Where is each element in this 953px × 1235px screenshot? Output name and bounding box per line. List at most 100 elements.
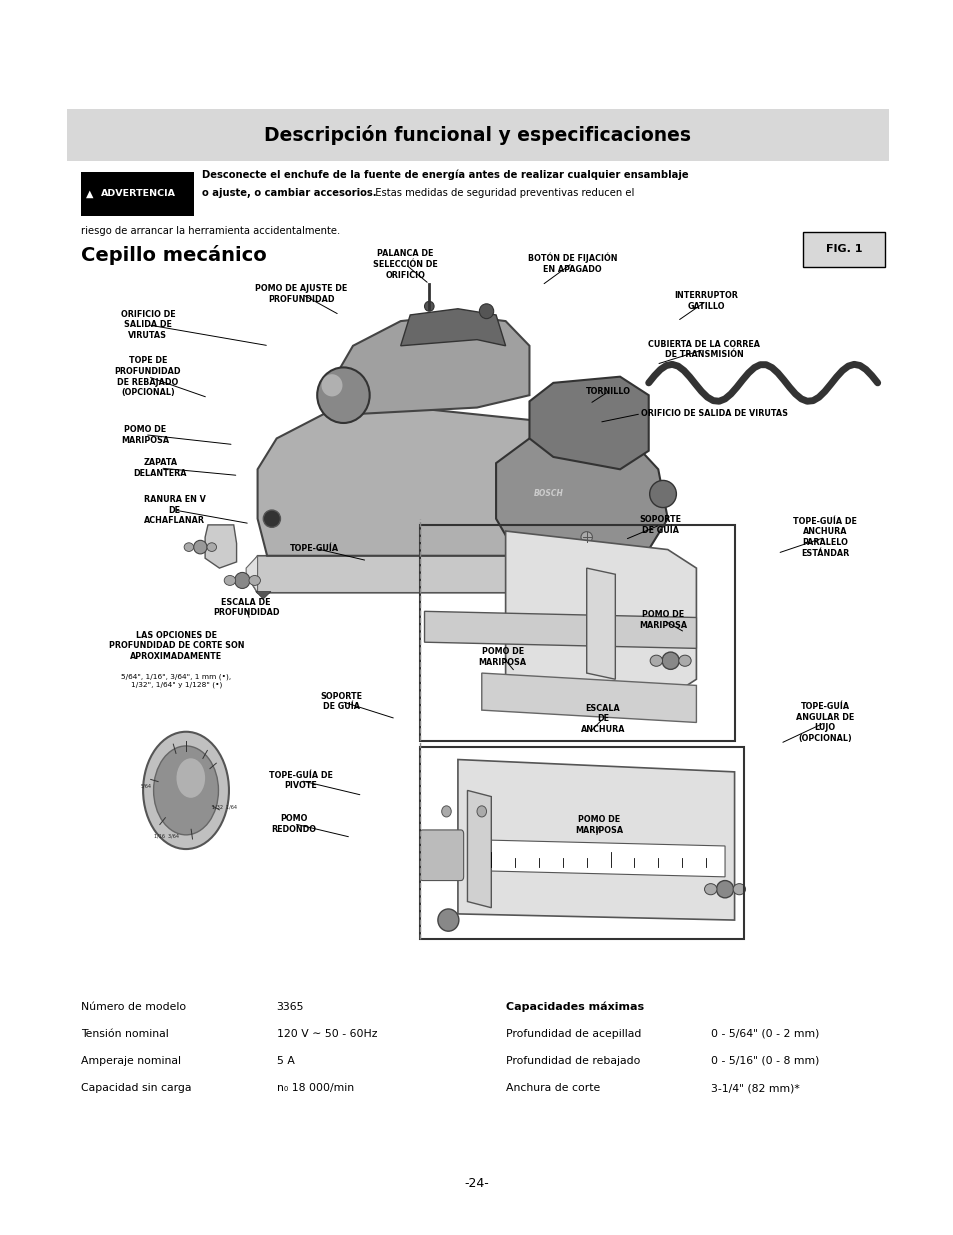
- Text: POMO
REDONDO: POMO REDONDO: [271, 814, 316, 834]
- Text: ▲: ▲: [86, 189, 93, 199]
- Ellipse shape: [193, 540, 207, 553]
- Ellipse shape: [441, 806, 451, 818]
- Text: INTERRUPTOR
GATILLO: INTERRUPTOR GATILLO: [674, 291, 737, 311]
- Ellipse shape: [476, 806, 486, 818]
- Text: 3365: 3365: [276, 1002, 304, 1011]
- Text: PALANCA DE
SELECCIÓN DE
ORIFICIO: PALANCA DE SELECCIÓN DE ORIFICIO: [373, 249, 437, 279]
- Text: TOPE-GUÍA: TOPE-GUÍA: [290, 543, 339, 553]
- Ellipse shape: [649, 655, 661, 667]
- Text: POMO DE AJUSTE DE
PROFUNDIDAD: POMO DE AJUSTE DE PROFUNDIDAD: [255, 284, 347, 304]
- Ellipse shape: [249, 576, 260, 585]
- Text: BOSCH: BOSCH: [533, 489, 563, 499]
- Text: POMO DE
MARIPOSA: POMO DE MARIPOSA: [121, 425, 169, 445]
- Text: Desconecte el enchufe de la fuente de energía antes de realizar cualquier ensamb: Desconecte el enchufe de la fuente de en…: [202, 169, 688, 180]
- Text: 1/16  3/64: 1/16 3/64: [154, 834, 179, 839]
- Polygon shape: [338, 315, 529, 414]
- Text: ESCALA
DE
ANCHURA: ESCALA DE ANCHURA: [580, 704, 624, 734]
- Text: riesgo de arrancar la herramienta accidentalmente.: riesgo de arrancar la herramienta accide…: [81, 226, 340, 236]
- Polygon shape: [457, 760, 734, 920]
- Text: TORNILLO: TORNILLO: [585, 387, 631, 396]
- FancyBboxPatch shape: [67, 109, 888, 161]
- Polygon shape: [586, 568, 615, 679]
- Text: CUBIERTA DE LA CORREA
DE TRANSMISIÓN: CUBIERTA DE LA CORREA DE TRANSMISIÓN: [647, 340, 760, 359]
- Ellipse shape: [153, 746, 218, 835]
- Polygon shape: [400, 309, 505, 346]
- Text: RANURA EN V
DE
ACHAFLANAR: RANURA EN V DE ACHAFLANAR: [144, 495, 205, 525]
- Text: ADVERTENCIA: ADVERTENCIA: [101, 189, 176, 199]
- Ellipse shape: [479, 304, 494, 319]
- Text: SOPORTE
DE GUÍA: SOPORTE DE GUÍA: [639, 515, 680, 535]
- Ellipse shape: [321, 374, 342, 396]
- Text: Cepillo mecánico: Cepillo mecánico: [81, 245, 267, 264]
- Polygon shape: [476, 840, 724, 877]
- Polygon shape: [505, 531, 696, 698]
- FancyBboxPatch shape: [81, 172, 193, 216]
- Text: Descripción funcional y especificaciones: Descripción funcional y especificaciones: [264, 125, 691, 144]
- Text: 1/32  1/64: 1/32 1/64: [212, 805, 236, 810]
- Text: o ajuste, o cambiar accesorios.: o ajuste, o cambiar accesorios.: [202, 188, 376, 198]
- Ellipse shape: [316, 368, 369, 424]
- Text: ORIFICIO DE
SALIDA DE
VIRUTAS: ORIFICIO DE SALIDA DE VIRUTAS: [120, 310, 175, 340]
- Text: Capacidad sin carga: Capacidad sin carga: [81, 1083, 192, 1093]
- Text: ESCALA DE
PROFUNDIDAD: ESCALA DE PROFUNDIDAD: [213, 598, 279, 618]
- Text: SOPORTE
DE GUÍA: SOPORTE DE GUÍA: [320, 692, 362, 711]
- Polygon shape: [255, 592, 271, 599]
- Text: Anchura de corte: Anchura de corte: [505, 1083, 599, 1093]
- Polygon shape: [496, 426, 667, 562]
- Polygon shape: [246, 556, 257, 593]
- Text: TOPE DE
PROFUNDIDAD
DE REBAJADO
(OPCIONAL): TOPE DE PROFUNDIDAD DE REBAJADO (OPCIONA…: [114, 356, 181, 398]
- Text: POMO DE
MARIPOSA: POMO DE MARIPOSA: [575, 815, 622, 835]
- Text: ZAPATA
DELANTERA: ZAPATA DELANTERA: [133, 458, 187, 478]
- Text: 5/64", 1/16", 3/64", 1 mm (•),
1/32", 1/64" y 1/128" (•): 5/64", 1/16", 3/64", 1 mm (•), 1/32", 1/…: [121, 673, 232, 688]
- Text: Estas medidas de seguridad preventivas reducen el: Estas medidas de seguridad preventivas r…: [369, 188, 634, 198]
- Ellipse shape: [143, 731, 229, 850]
- Text: Capacidades máximas: Capacidades máximas: [505, 1002, 643, 1011]
- Text: Tensión nominal: Tensión nominal: [81, 1029, 169, 1039]
- FancyBboxPatch shape: [802, 232, 884, 267]
- Text: TOPE-GUÍA
ANGULAR DE
LUJO
(OPCIONAL): TOPE-GUÍA ANGULAR DE LUJO (OPCIONAL): [795, 701, 854, 743]
- Text: ORIFICIO DE SALIDA DE VIRUTAS: ORIFICIO DE SALIDA DE VIRUTAS: [640, 409, 787, 419]
- Text: LAS OPCIONES DE
PROFUNDIDAD DE CORTE SON
APROXIMADAMENTE: LAS OPCIONES DE PROFUNDIDAD DE CORTE SON…: [109, 631, 244, 661]
- Ellipse shape: [207, 543, 216, 551]
- Polygon shape: [481, 673, 696, 722]
- Text: Profundidad de rebajado: Profundidad de rebajado: [505, 1056, 639, 1066]
- Ellipse shape: [234, 572, 250, 589]
- FancyBboxPatch shape: [419, 830, 463, 881]
- Text: BOTÓN DE FIJACIÓN
EN APAGADO: BOTÓN DE FIJACIÓN EN APAGADO: [527, 252, 617, 274]
- Ellipse shape: [176, 758, 205, 798]
- Ellipse shape: [716, 881, 733, 898]
- Text: -24-: -24-: [464, 1177, 489, 1189]
- Text: Profundidad de acepillad: Profundidad de acepillad: [505, 1029, 640, 1039]
- Text: FIG. 1: FIG. 1: [825, 245, 862, 254]
- Ellipse shape: [703, 884, 717, 894]
- Text: 0 - 5/64" (0 - 2 mm): 0 - 5/64" (0 - 2 mm): [710, 1029, 819, 1039]
- Ellipse shape: [424, 301, 434, 311]
- Text: POMO DE
MARIPOSA: POMO DE MARIPOSA: [639, 610, 686, 630]
- Ellipse shape: [661, 652, 679, 669]
- Text: Amperaje nominal: Amperaje nominal: [81, 1056, 181, 1066]
- Polygon shape: [205, 525, 236, 568]
- Text: 0 - 5/16" (0 - 8 mm): 0 - 5/16" (0 - 8 mm): [710, 1056, 819, 1066]
- Ellipse shape: [678, 655, 690, 667]
- Text: TOPE-GUÍA DE
ANCHURA
PARALELO
ESTÁNDAR: TOPE-GUÍA DE ANCHURA PARALELO ESTÁNDAR: [793, 516, 856, 558]
- Polygon shape: [424, 611, 696, 648]
- Ellipse shape: [224, 576, 235, 585]
- Text: 5/64: 5/64: [140, 784, 152, 789]
- Text: Número de modelo: Número de modelo: [81, 1002, 186, 1011]
- Ellipse shape: [184, 543, 193, 551]
- Polygon shape: [246, 556, 529, 593]
- Polygon shape: [467, 790, 491, 908]
- Text: TOPE-GUÍA DE
PIVOTE: TOPE-GUÍA DE PIVOTE: [269, 771, 332, 790]
- Text: 5 A: 5 A: [276, 1056, 294, 1066]
- Polygon shape: [529, 377, 648, 469]
- Ellipse shape: [437, 909, 458, 931]
- Ellipse shape: [732, 884, 745, 894]
- Polygon shape: [257, 408, 558, 556]
- Text: POMO DE
MARIPOSA: POMO DE MARIPOSA: [478, 647, 526, 667]
- Text: n₀ 18 000/min: n₀ 18 000/min: [276, 1083, 354, 1093]
- Text: 3-1/4" (82 mm)*: 3-1/4" (82 mm)*: [710, 1083, 799, 1093]
- Text: 120 V ∼ 50 - 60Hz: 120 V ∼ 50 - 60Hz: [276, 1029, 376, 1039]
- Ellipse shape: [263, 510, 280, 527]
- Ellipse shape: [649, 480, 676, 508]
- Ellipse shape: [580, 531, 592, 543]
